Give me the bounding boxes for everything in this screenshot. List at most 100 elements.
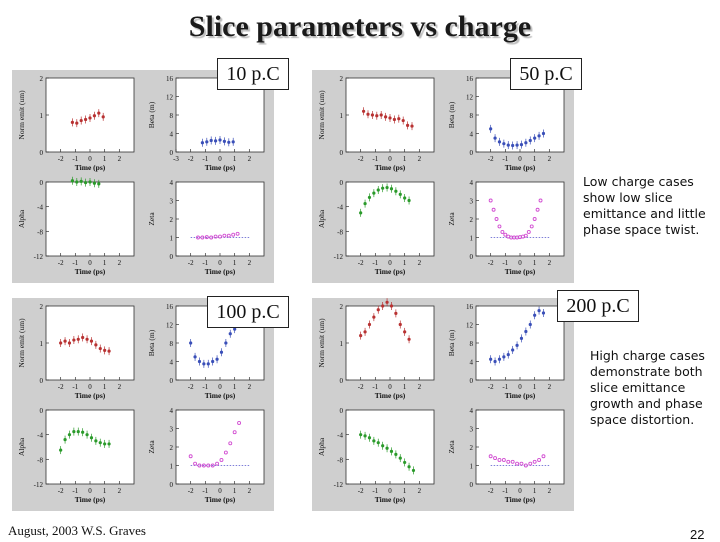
- zeta-point: [494, 217, 499, 221]
- zeta-xtick-label: -1: [202, 487, 208, 495]
- note-line: show low slice: [583, 190, 673, 205]
- beta-xtick-label: 2: [248, 383, 252, 391]
- zeta-point: [497, 224, 502, 229]
- beta-ytick-label: 12: [166, 94, 174, 102]
- emit-xtick-label: 2: [118, 383, 122, 391]
- emit-ylabel: Norm emit (um): [317, 318, 326, 368]
- beta-xtick-label: -2: [488, 383, 494, 391]
- emit-point: [403, 330, 407, 334]
- emit-xtick-label: -1: [72, 155, 78, 163]
- beta-xtick-label: 1: [233, 155, 237, 163]
- alpha-ytick-label: -8: [337, 456, 343, 464]
- beta-ytick-label: 8: [470, 112, 474, 120]
- zeta-point: [218, 234, 222, 239]
- emit-xtick-label: 2: [418, 155, 422, 163]
- beta-point: [222, 139, 226, 143]
- alpha-point: [411, 468, 416, 473]
- note-line: growth and phase: [590, 396, 703, 411]
- emit-xtick-label: -2: [358, 383, 364, 391]
- alpha-point: [94, 439, 98, 443]
- zeta-ytick-label: 4: [170, 179, 174, 187]
- zeta-xlabel: Time (ps): [505, 495, 536, 504]
- zeta-plot-area: [175, 409, 265, 485]
- zeta-ytick-label: 2: [170, 216, 174, 224]
- emit-point: [376, 308, 380, 312]
- zeta-xtick-label: 1: [233, 487, 237, 495]
- zeta-point: [529, 224, 534, 229]
- beta-ylabel: Beta (m): [147, 329, 156, 356]
- zeta-plot-area: [175, 181, 265, 257]
- zeta-ytick-label: 0: [470, 481, 474, 489]
- zeta-point: [523, 463, 528, 468]
- beta-point: [515, 343, 519, 347]
- alpha-point: [72, 429, 76, 434]
- alpha-xtick-label: -1: [372, 487, 378, 495]
- emit-point: [379, 113, 383, 117]
- beta-plot-area: [475, 305, 565, 381]
- panel-50pc: 0 1 2 -2 -1 0 1 2 Time (ps) Norm emit (um) 0 4 8 12 16…: [312, 70, 574, 283]
- beta-point: [214, 139, 218, 143]
- zeta-point: [209, 235, 214, 240]
- alpha-xtick-label: 2: [118, 259, 122, 267]
- alpha-point: [376, 188, 380, 192]
- zeta-point: [526, 229, 531, 234]
- zeta-point: [222, 233, 227, 238]
- zeta-ytick-label: 3: [170, 198, 174, 206]
- beta-ytick-label: 16: [466, 75, 474, 83]
- beta-point: [541, 131, 546, 136]
- zeta-point: [193, 461, 198, 466]
- beta-ytick-label: 0: [170, 377, 174, 385]
- beta-xtick-label: 1: [533, 155, 537, 163]
- beta-point: [502, 142, 506, 146]
- zeta-point: [535, 207, 540, 212]
- emit-xtick-label: -1: [372, 383, 378, 391]
- emit-ytick-label: 1: [40, 340, 44, 348]
- alpha-point: [59, 448, 63, 452]
- note-high-charge: High charge cases demonstrate both slice…: [590, 348, 718, 428]
- panel-100pc: 0 1 2 -2 -1 0 1 2 Time (ps) Norm emit (um) 0 4 8 12 16…: [12, 298, 274, 511]
- beta-ytick-label: 16: [166, 303, 174, 311]
- emit-point: [107, 349, 111, 353]
- alpha-point: [398, 456, 402, 460]
- beta-point: [537, 134, 541, 138]
- beta-xlabel: Time (ps): [505, 391, 536, 400]
- zeta-point: [196, 235, 200, 240]
- alpha-point: [403, 196, 407, 200]
- emit-xtick-label: 0: [388, 383, 392, 391]
- beta-point: [533, 136, 537, 140]
- alpha-xtick-label: -1: [72, 487, 78, 495]
- emit-ylabel: Norm emit (um): [17, 318, 26, 368]
- beta-ytick-label: 4: [470, 359, 474, 367]
- alpha-ytick-label: -4: [337, 432, 343, 440]
- panel-200pc: 0 1 2 -2 -1 0 1 2 Time (ps) Norm emit (um) 0 4 8 12 16…: [312, 298, 574, 511]
- alpha-ytick-label: -4: [37, 204, 43, 212]
- beta-point: [537, 309, 541, 313]
- zeta-xlabel: Time (ps): [205, 267, 236, 276]
- beta-xtick-label: -1: [502, 383, 508, 391]
- emit-point: [85, 337, 89, 341]
- emit-xlabel: Time (ps): [375, 391, 406, 400]
- beta-point: [541, 311, 546, 315]
- alpha-point: [89, 436, 94, 440]
- emit-point: [388, 116, 392, 120]
- alpha-point: [98, 441, 102, 445]
- zeta-xtick-label: 1: [533, 487, 537, 495]
- zeta-point: [537, 457, 542, 462]
- alpha-point: [376, 441, 380, 445]
- beta-xtick-label: -1: [502, 155, 508, 163]
- emit-ylabel: Norm emit (um): [17, 90, 26, 140]
- zeta-ytick-label: 4: [470, 179, 474, 187]
- beta-point: [219, 350, 224, 354]
- beta-point: [502, 355, 506, 359]
- emit-point: [381, 304, 385, 308]
- beta-point: [211, 359, 215, 364]
- emit-xtick-label: 2: [118, 155, 122, 163]
- alpha-point: [63, 438, 67, 442]
- beta-point: [193, 355, 197, 359]
- alpha-point: [367, 436, 372, 440]
- zeta-point: [503, 232, 508, 237]
- alpha-point: [97, 182, 101, 186]
- alpha-xtick-label: -2: [358, 259, 364, 267]
- footer-text: August, 2003 W.S. Graves: [8, 523, 146, 538]
- zeta-xtick-label: -1: [502, 487, 508, 495]
